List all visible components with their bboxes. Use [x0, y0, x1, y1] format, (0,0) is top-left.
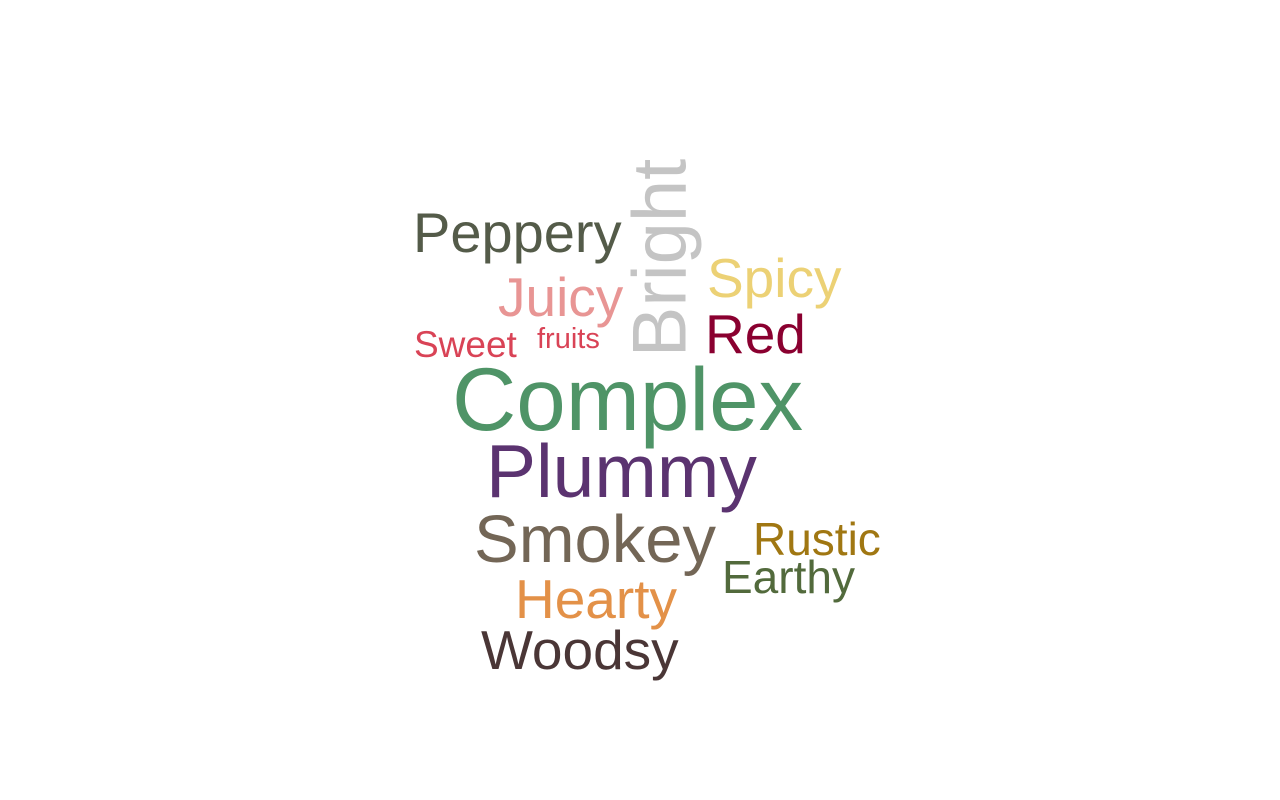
word-juicy: Juicy: [498, 266, 624, 328]
word-bright: Bright: [617, 158, 703, 358]
word-spicy: Spicy: [707, 247, 842, 309]
word-plummy: Plummy: [486, 429, 757, 513]
word-fruits: fruits: [537, 323, 600, 355]
word-smokey: Smokey: [474, 502, 717, 577]
word-sweet: Sweet: [414, 324, 517, 365]
word-rustic: Rustic: [753, 513, 881, 565]
word-hearty: Hearty: [515, 568, 677, 630]
word-woodsy: Woodsy: [481, 619, 679, 681]
word-red: Red: [705, 303, 806, 365]
word-peppery: Peppery: [413, 201, 622, 264]
word-complex: Complex: [452, 349, 804, 449]
word-earthy: Earthy: [722, 551, 855, 603]
